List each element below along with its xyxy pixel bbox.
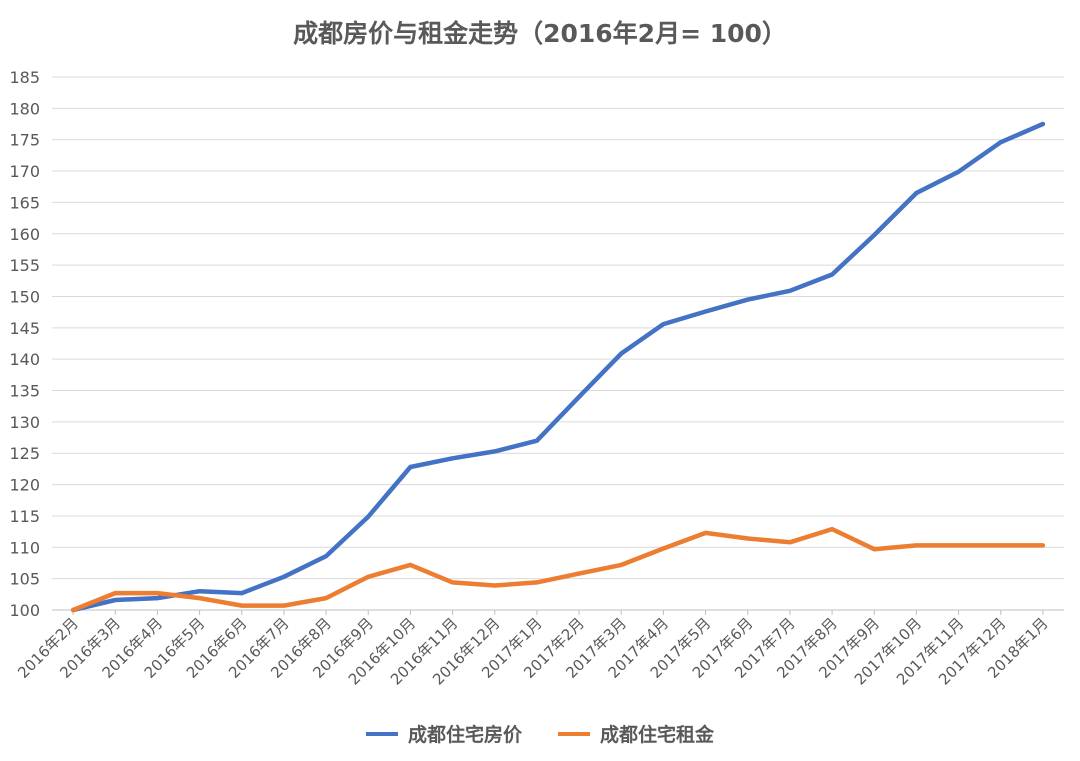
- line-chart: 100 105 110 115 120 125 130 135 140 145 150 155 160 1…: [9, 68, 1064, 689]
- y-tick-label: 140: [9, 350, 40, 369]
- y-tick-label: 130: [9, 413, 40, 432]
- y-tick-label: 100: [9, 601, 40, 620]
- y-tick-label: 150: [9, 287, 40, 306]
- y-tick-label: 120: [9, 476, 40, 495]
- y-tick-label: 160: [9, 225, 40, 244]
- y-tick-label: 115: [9, 507, 40, 526]
- y-tick-label: 125: [9, 444, 40, 463]
- y-tick-label: 145: [9, 319, 40, 338]
- legend-item-price: 成都住宅房价: [365, 720, 522, 747]
- series-line-price: [70, 121, 1046, 613]
- y-tick-label: 105: [9, 570, 40, 589]
- y-tick-label: 185: [9, 68, 40, 87]
- y-tick-label: 180: [9, 99, 40, 118]
- y-tick-label: 155: [9, 256, 40, 275]
- legend-swatch-price: [365, 731, 398, 736]
- y-tick-label: 170: [9, 162, 40, 181]
- legend-item-rent: 成都住宅租金: [558, 720, 714, 747]
- y-tick-label: 135: [9, 382, 40, 401]
- chart-title: 成都房价与租金走势（2016年2月= 100）: [293, 19, 787, 48]
- legend-label-price: 成都住宅房价: [407, 724, 522, 746]
- y-tick-label: 165: [9, 193, 40, 212]
- y-tick-label: 110: [9, 538, 40, 557]
- legend-swatch-rent: [558, 731, 590, 736]
- legend: 成都住宅房价 成都住宅租金: [0, 720, 1080, 747]
- y-tick-label: 175: [9, 131, 40, 150]
- legend-label-rent: 成都住宅租金: [600, 724, 715, 746]
- series-line-rent: [70, 526, 1046, 613]
